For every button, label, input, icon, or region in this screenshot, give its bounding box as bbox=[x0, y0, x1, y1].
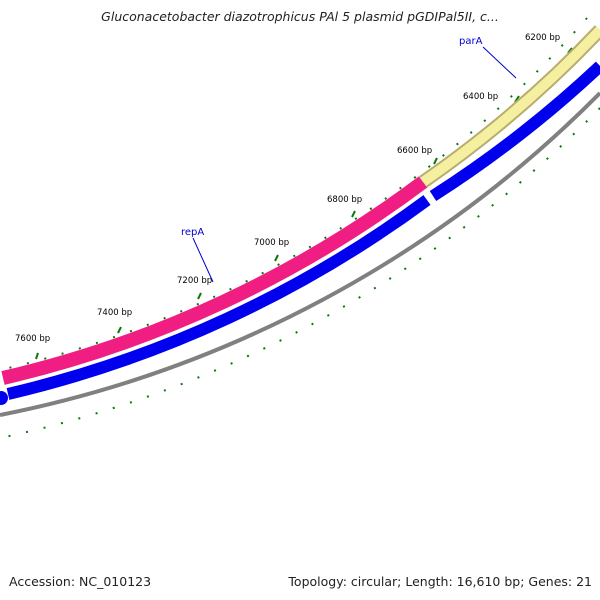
accession-label: Accession: NC_010123 bbox=[9, 574, 152, 589]
map-title: Gluconacetobacter diazotrophicus PAl 5 p… bbox=[101, 9, 499, 24]
tick-label-7200: 7200 bp bbox=[177, 276, 212, 286]
tick-label-6200: 6200 bp bbox=[525, 33, 560, 43]
tick-mark bbox=[197, 292, 202, 300]
backbone-ring bbox=[0, 91, 600, 417]
inner-tick-ring bbox=[0, 107, 600, 439]
tick-label-6800: 6800 bp bbox=[327, 195, 362, 205]
repA-feature bbox=[1, 176, 428, 385]
reverse-strand-feature bbox=[429, 61, 600, 202]
tick-label-7600: 7600 bp bbox=[15, 334, 50, 344]
tick-mark bbox=[351, 210, 356, 218]
reverse-strand-feature bbox=[6, 195, 431, 400]
gene-label-repA[interactable]: repA bbox=[181, 227, 204, 238]
outer-tick-ring bbox=[0, 17, 588, 371]
tick-mark bbox=[274, 254, 279, 262]
tick-label-7400: 7400 bp bbox=[97, 308, 132, 318]
summary-label: Topology: circular; Length: 16,610 bp; G… bbox=[288, 574, 592, 589]
tick-mark bbox=[35, 352, 39, 360]
reverse-strand-arrow bbox=[0, 391, 8, 405]
repA-leader-line bbox=[192, 237, 214, 283]
tick-mark bbox=[433, 157, 438, 165]
tick-label-6400: 6400 bp bbox=[463, 92, 498, 102]
tick-label-7000: 7000 bp bbox=[254, 238, 289, 248]
parA-leader-line bbox=[482, 46, 517, 79]
tick-label-6600: 6600 bp bbox=[397, 146, 432, 156]
parA-feature bbox=[420, 26, 600, 187]
tick-mark bbox=[117, 326, 122, 334]
tick-mark bbox=[514, 95, 520, 103]
gene-label-parA[interactable]: parA bbox=[459, 36, 483, 47]
